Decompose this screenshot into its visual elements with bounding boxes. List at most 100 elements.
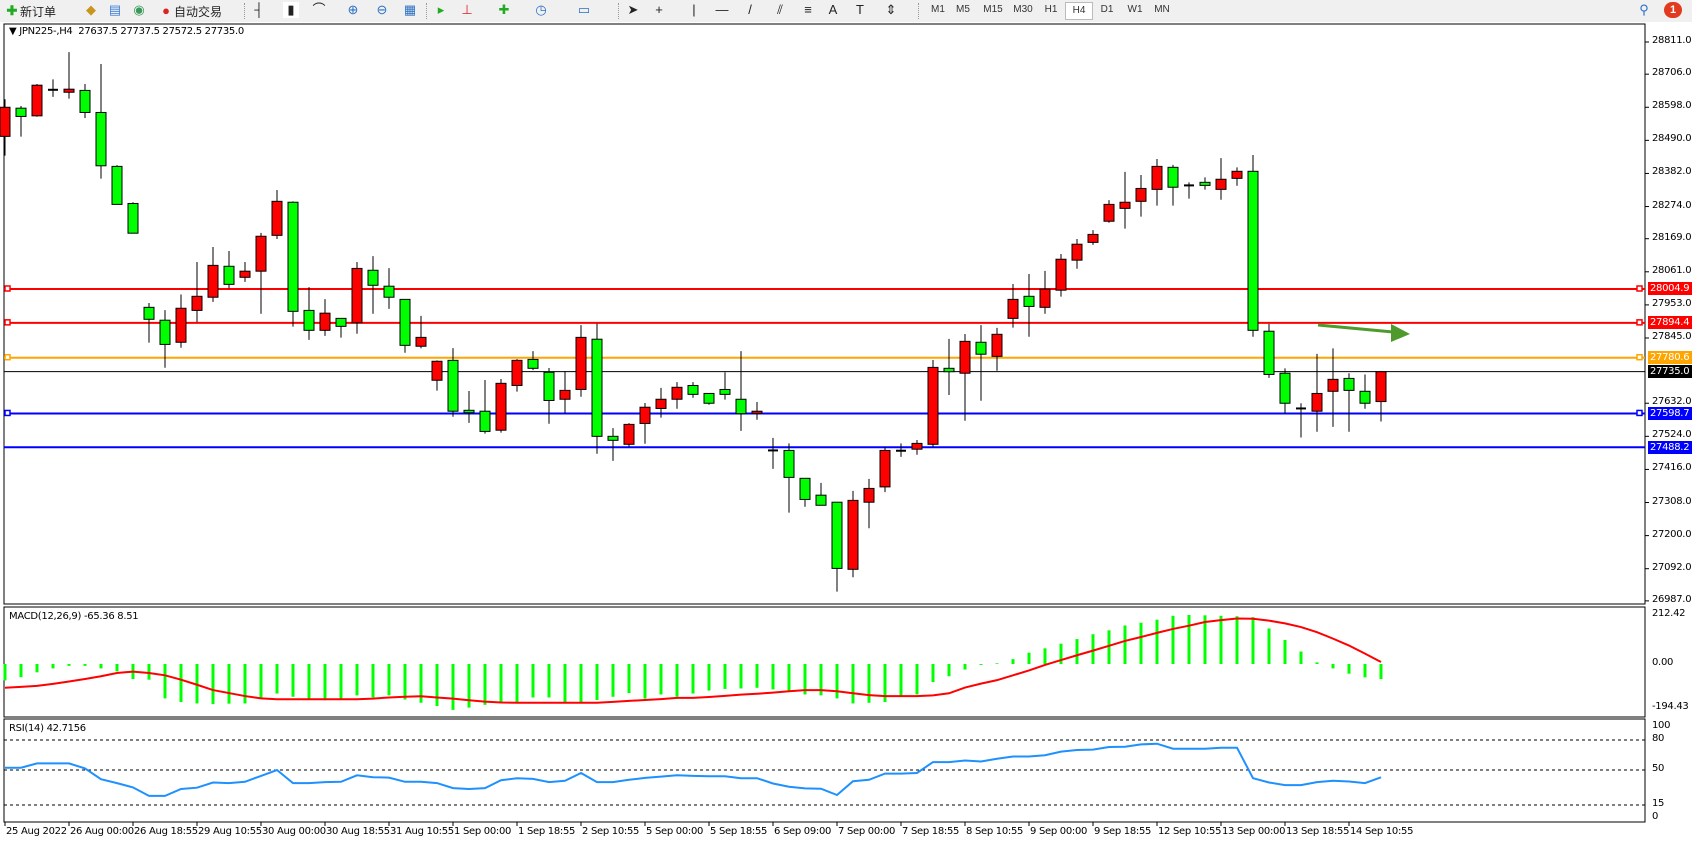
candle-body[interactable]: [879, 449, 891, 488]
candle-body[interactable]: [95, 111, 107, 167]
candle-body[interactable]: [623, 423, 635, 445]
candle-body[interactable]: [975, 341, 987, 355]
text-label-icon[interactable]: T: [856, 2, 864, 17]
timeframe-m15[interactable]: M15: [983, 4, 1003, 15]
text-icon[interactable]: A: [828, 2, 838, 17]
candle-body[interactable]: [559, 389, 571, 400]
annotation-arrow-head-icon[interactable]: [1391, 324, 1410, 342]
candle-body[interactable]: [815, 494, 827, 506]
candle-body[interactable]: [1087, 233, 1099, 243]
timeframe-m1[interactable]: M1: [931, 4, 945, 15]
new-order-button[interactable]: ✚ 新订单: [4, 2, 56, 20]
templates-icon[interactable]: ▭: [577, 2, 591, 17]
candle-body[interactable]: [79, 89, 91, 113]
candle-body[interactable]: [303, 309, 315, 331]
candle-body[interactable]: [191, 295, 203, 311]
candle-body[interactable]: [335, 317, 347, 327]
level-anchor-handle[interactable]: [4, 319, 11, 326]
candle-body[interactable]: [447, 359, 459, 412]
zoom-out-icon[interactable]: ⊖: [376, 2, 388, 17]
candle-body[interactable]: [511, 359, 523, 386]
candle-body[interactable]: [415, 336, 427, 347]
vertical-line-icon[interactable]: |: [692, 2, 696, 17]
level-anchor-handle[interactable]: [4, 285, 11, 292]
candle-body[interactable]: [463, 409, 475, 414]
candle-body[interactable]: [399, 298, 411, 346]
candle-body[interactable]: [1023, 295, 1035, 307]
trendline-icon[interactable]: /: [748, 2, 752, 17]
candle-body[interactable]: [751, 410, 763, 414]
candle-body[interactable]: [735, 398, 747, 415]
candle-body[interactable]: [719, 388, 731, 395]
candle-body[interactable]: [655, 398, 667, 409]
candle-body[interactable]: [1375, 371, 1387, 403]
candle-body[interactable]: [911, 442, 923, 450]
metaeditor-icon[interactable]: ◆: [86, 2, 96, 17]
chart-menu-triangle-icon[interactable]: ▼: [9, 26, 17, 37]
candle-body[interactable]: [271, 200, 283, 236]
candle-body[interactable]: [127, 202, 139, 234]
candle-body[interactable]: [63, 88, 75, 93]
indicators-icon[interactable]: ✚: [498, 2, 510, 17]
candle-body[interactable]: [31, 84, 43, 117]
equidistant-channel-icon[interactable]: ⫽: [777, 2, 783, 17]
line-chart-icon[interactable]: ⌒: [312, 2, 326, 17]
candle-body[interactable]: [1071, 243, 1083, 261]
candle-body[interactable]: [1039, 288, 1051, 308]
level-anchor-handle[interactable]: [4, 353, 11, 361]
candle-body[interactable]: [495, 382, 507, 431]
candle-body[interactable]: [383, 285, 395, 298]
candle-body[interactable]: [239, 270, 251, 278]
bar-chart-icon[interactable]: ┤: [254, 2, 264, 17]
candle-body[interactable]: [1007, 298, 1019, 319]
chart-shift-icon[interactable]: ⊥: [461, 2, 473, 17]
arrows-icon[interactable]: ⇕: [885, 2, 897, 17]
candle-body[interactable]: [0, 106, 11, 137]
timeframe-m5[interactable]: M5: [956, 4, 970, 15]
candle-body[interactable]: [607, 435, 619, 441]
candle-body[interactable]: [671, 386, 683, 400]
candle-body[interactable]: [831, 501, 843, 569]
candle-body[interactable]: [799, 477, 811, 500]
candle-body[interactable]: [1343, 377, 1355, 391]
candle-body[interactable]: [1359, 390, 1371, 404]
zoom-in-icon[interactable]: ⊕: [347, 2, 359, 17]
periods-icon[interactable]: ◷: [535, 2, 547, 17]
candle-body[interactable]: [1151, 165, 1163, 190]
timeframe-h4[interactable]: H4: [1065, 2, 1093, 20]
candle-body[interactable]: [1247, 170, 1259, 331]
candle-body[interactable]: [847, 499, 859, 570]
candle-body[interactable]: [159, 319, 171, 345]
autoscroll-icon[interactable]: ▸: [437, 2, 445, 17]
candle-body[interactable]: [1215, 178, 1227, 190]
main-chart-panel[interactable]: [3, 23, 1646, 605]
candle-body[interactable]: [319, 312, 331, 331]
candle-body[interactable]: [1231, 170, 1243, 179]
candle-body[interactable]: [1119, 201, 1131, 209]
candle-body[interactable]: [1311, 392, 1323, 412]
candle-body[interactable]: [287, 201, 299, 312]
timeframe-m30[interactable]: M30: [1013, 4, 1033, 15]
level-anchor-handle[interactable]: [1636, 285, 1643, 292]
navigator-icon[interactable]: ▤: [108, 2, 122, 17]
candle-body[interactable]: [255, 235, 267, 272]
candle-body[interactable]: [575, 336, 587, 390]
level-anchor-handle[interactable]: [4, 409, 11, 417]
candle-body[interactable]: [991, 333, 1003, 357]
candle-body[interactable]: [1327, 378, 1339, 392]
timeframe-w1[interactable]: W1: [1127, 4, 1143, 15]
candle-body[interactable]: [143, 306, 155, 320]
candle-body[interactable]: [527, 358, 539, 369]
market-watch-icon[interactable]: ◉: [133, 2, 145, 17]
candle-body[interactable]: [1135, 187, 1147, 202]
timeframe-d1[interactable]: D1: [1100, 4, 1114, 15]
candle-body[interactable]: [863, 487, 875, 503]
candle-body[interactable]: [223, 265, 235, 285]
candle-body[interactable]: [15, 107, 27, 117]
search-icon[interactable]: ⚲: [1639, 2, 1649, 17]
candle-body[interactable]: [1263, 330, 1275, 375]
horizontal-line-icon[interactable]: —: [715, 2, 729, 17]
macd-panel[interactable]: [3, 606, 1646, 718]
candle-body[interactable]: [1279, 372, 1291, 404]
